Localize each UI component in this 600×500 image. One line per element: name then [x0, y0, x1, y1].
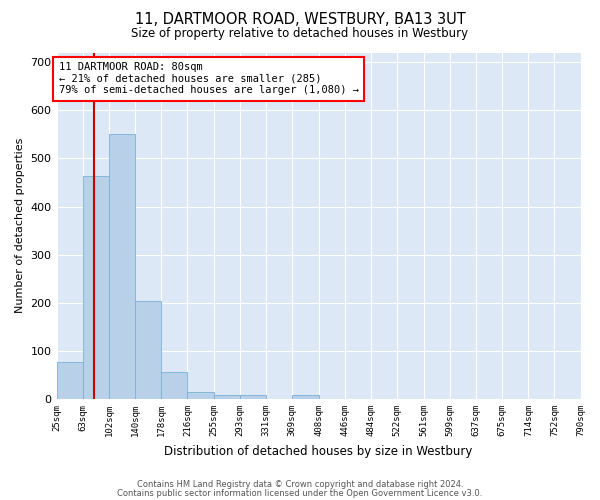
Bar — [83, 176, 109, 399]
Bar — [214, 394, 240, 399]
Bar — [109, 134, 136, 399]
Text: Contains public sector information licensed under the Open Government Licence v3: Contains public sector information licen… — [118, 488, 482, 498]
Y-axis label: Number of detached properties: Number of detached properties — [15, 138, 25, 314]
Text: 11, DARTMOOR ROAD, WESTBURY, BA13 3UT: 11, DARTMOOR ROAD, WESTBURY, BA13 3UT — [134, 12, 466, 28]
Bar — [240, 394, 266, 399]
Text: Contains HM Land Registry data © Crown copyright and database right 2024.: Contains HM Land Registry data © Crown c… — [137, 480, 463, 489]
Text: Size of property relative to detached houses in Westbury: Size of property relative to detached ho… — [131, 28, 469, 40]
Text: 11 DARTMOOR ROAD: 80sqm
← 21% of detached houses are smaller (285)
79% of semi-d: 11 DARTMOOR ROAD: 80sqm ← 21% of detache… — [59, 62, 359, 96]
Bar — [187, 392, 214, 399]
X-axis label: Distribution of detached houses by size in Westbury: Distribution of detached houses by size … — [164, 444, 473, 458]
Bar — [136, 301, 161, 399]
Bar — [56, 362, 83, 399]
Bar — [292, 394, 319, 399]
Bar — [161, 372, 187, 399]
